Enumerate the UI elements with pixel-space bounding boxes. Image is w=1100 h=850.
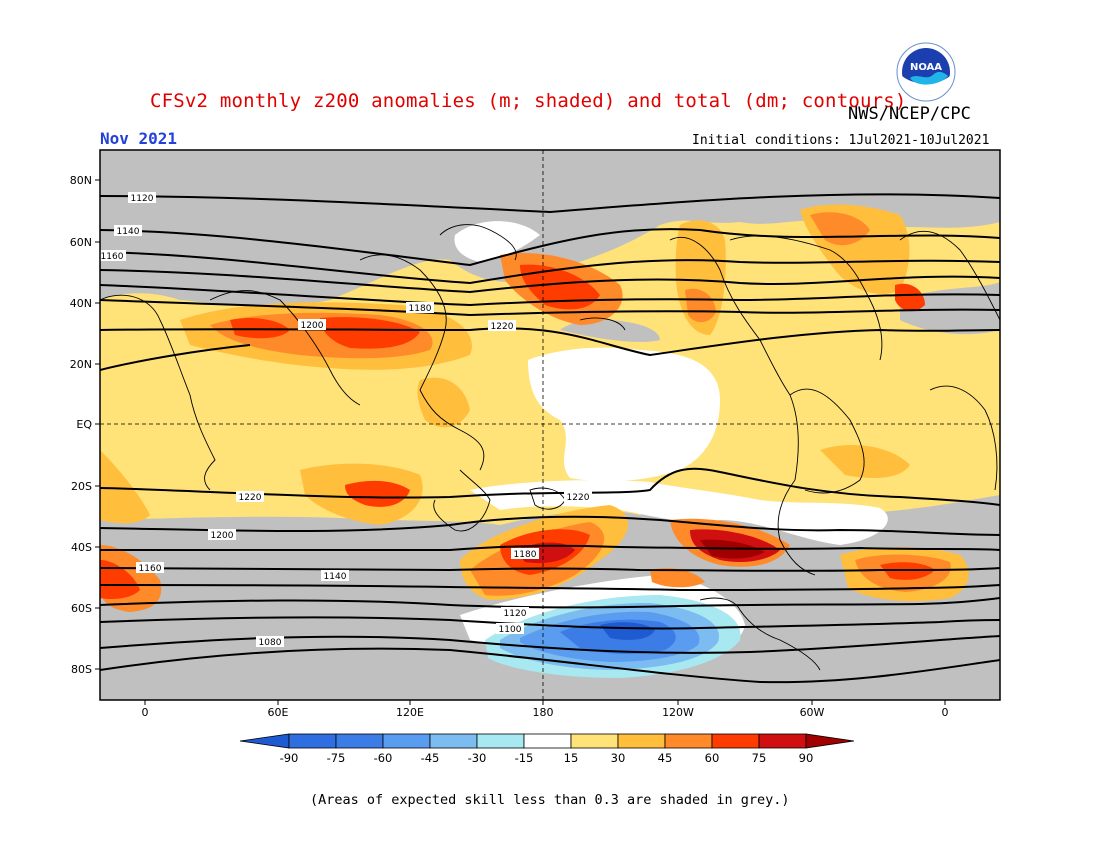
lat-tick-label: 60S bbox=[71, 602, 92, 615]
contour-label: 1120 bbox=[504, 609, 527, 619]
contour-label: 1160 bbox=[139, 564, 162, 574]
colorbar-label: 30 bbox=[611, 751, 626, 765]
colorbar-segment bbox=[758, 733, 807, 749]
svg-text:NOAA: NOAA bbox=[910, 62, 942, 73]
latitude-axis: 80N 60N 40N 20N EQ 20S 40S 60S 80S bbox=[70, 174, 100, 676]
lat-tick-label: EQ bbox=[76, 418, 92, 431]
contour-label: 1120 bbox=[131, 194, 154, 204]
map-frame bbox=[99, 149, 1001, 701]
lon-tick-label: 0 bbox=[142, 706, 149, 719]
contour-label-bg bbox=[114, 225, 142, 236]
contour-label: 1200 bbox=[301, 321, 324, 331]
colorbar-label: -30 bbox=[468, 751, 487, 765]
positive-anomaly-areas bbox=[100, 204, 969, 612]
contour-label-bg bbox=[128, 192, 156, 203]
map-shading-layer bbox=[100, 150, 1000, 700]
colorbar-segment bbox=[476, 733, 525, 749]
lon-tick-label: 60E bbox=[268, 706, 289, 719]
lon-tick-label: 60W bbox=[800, 706, 825, 719]
colorbar-segment bbox=[570, 733, 619, 749]
colorbar-segment bbox=[335, 733, 384, 749]
colorbar-label: -75 bbox=[327, 751, 346, 765]
contour-label-bg bbox=[501, 607, 529, 618]
contour-label-bg bbox=[98, 250, 126, 261]
colorbar-label: -90 bbox=[280, 751, 299, 765]
organization-label: NWS/NCEP/CPC bbox=[848, 104, 971, 124]
colorbar-label: 60 bbox=[705, 751, 720, 765]
contour-label-bg bbox=[511, 548, 539, 559]
skill-footnote: (Areas of expected skill less than 0.3 a… bbox=[310, 792, 790, 808]
total-height-contours bbox=[100, 193, 1000, 684]
contour-label: 1180 bbox=[409, 304, 432, 314]
longitude-axis: 0 60E 120E 180 120W 60W 0 bbox=[142, 700, 949, 719]
colorbar-label: 75 bbox=[752, 751, 767, 765]
contour-label-bg bbox=[496, 623, 524, 634]
colorbar-max-arrow bbox=[805, 733, 855, 749]
colorbar-segment bbox=[664, 733, 713, 749]
contour-label-bg bbox=[136, 562, 164, 573]
colorbar-label: -60 bbox=[374, 751, 393, 765]
contour-label-bg bbox=[564, 491, 592, 502]
lat-tick-label: 40S bbox=[71, 541, 92, 554]
colorbar-segment bbox=[617, 733, 666, 749]
contour-label-bg bbox=[298, 319, 326, 330]
contour-label: 1220 bbox=[567, 493, 590, 503]
noaa-logo-icon: NOAA bbox=[896, 42, 956, 102]
contour-label-bg bbox=[406, 302, 434, 313]
contour-label-bg bbox=[488, 320, 516, 331]
chart-title: CFSv2 monthly z200 anomalies (m; shaded)… bbox=[150, 90, 907, 112]
contour-label: 1160 bbox=[101, 252, 124, 262]
colorbar: -90 -75 -60 -45 -30 -15 15 30 45 60 75 90 bbox=[239, 733, 855, 765]
lat-tick-label: 80S bbox=[71, 663, 92, 676]
contour-label: 1140 bbox=[117, 227, 140, 237]
negative-anomaly-areas bbox=[485, 595, 741, 678]
contour-label: 1220 bbox=[491, 322, 514, 332]
colorbar-label: 90 bbox=[799, 751, 814, 765]
colorbar-segment bbox=[711, 733, 760, 749]
contour-label-bg bbox=[321, 570, 349, 581]
forecast-period: Nov 2021 bbox=[100, 129, 178, 148]
lat-tick-label: 80N bbox=[70, 174, 92, 187]
contour-label: 1220 bbox=[239, 493, 262, 503]
contour-labels: 1120 1140 1160 1180 1200 1220 1220 1220 1200 1180… bbox=[98, 192, 592, 648]
colorbar-segment bbox=[288, 733, 337, 749]
lon-tick-label: 120W bbox=[662, 706, 694, 719]
lat-tick-label: 20N bbox=[70, 358, 92, 371]
colorbar-label: 45 bbox=[658, 751, 673, 765]
contour-label: 1200 bbox=[211, 531, 234, 541]
lon-tick-label: 180 bbox=[533, 706, 554, 719]
colorbar-label: -45 bbox=[421, 751, 440, 765]
lat-tick-label: 20S bbox=[71, 480, 92, 493]
contour-label-bg bbox=[256, 636, 284, 647]
contour-label-bg bbox=[236, 491, 264, 502]
lon-tick-label: 120E bbox=[396, 706, 424, 719]
colorbar-segment bbox=[429, 733, 478, 749]
colorbar-label: -15 bbox=[515, 751, 534, 765]
lat-tick-label: 40N bbox=[70, 297, 92, 310]
colorbar-min-arrow bbox=[239, 733, 290, 749]
initial-conditions-label: Initial conditions: 1Jul2021-10Jul2021 bbox=[692, 133, 990, 148]
colorbar-segment bbox=[523, 733, 572, 749]
contour-label: 1100 bbox=[499, 625, 522, 635]
colorbar-label: 15 bbox=[564, 751, 579, 765]
contour-label: 1080 bbox=[259, 638, 282, 648]
colorbar-segment bbox=[382, 733, 431, 749]
contour-label: 1180 bbox=[514, 550, 537, 560]
lat-tick-label: 60N bbox=[70, 236, 92, 249]
contour-label-bg bbox=[208, 529, 236, 540]
contour-label: 1140 bbox=[324, 572, 347, 582]
lon-tick-label: 0 bbox=[942, 706, 949, 719]
